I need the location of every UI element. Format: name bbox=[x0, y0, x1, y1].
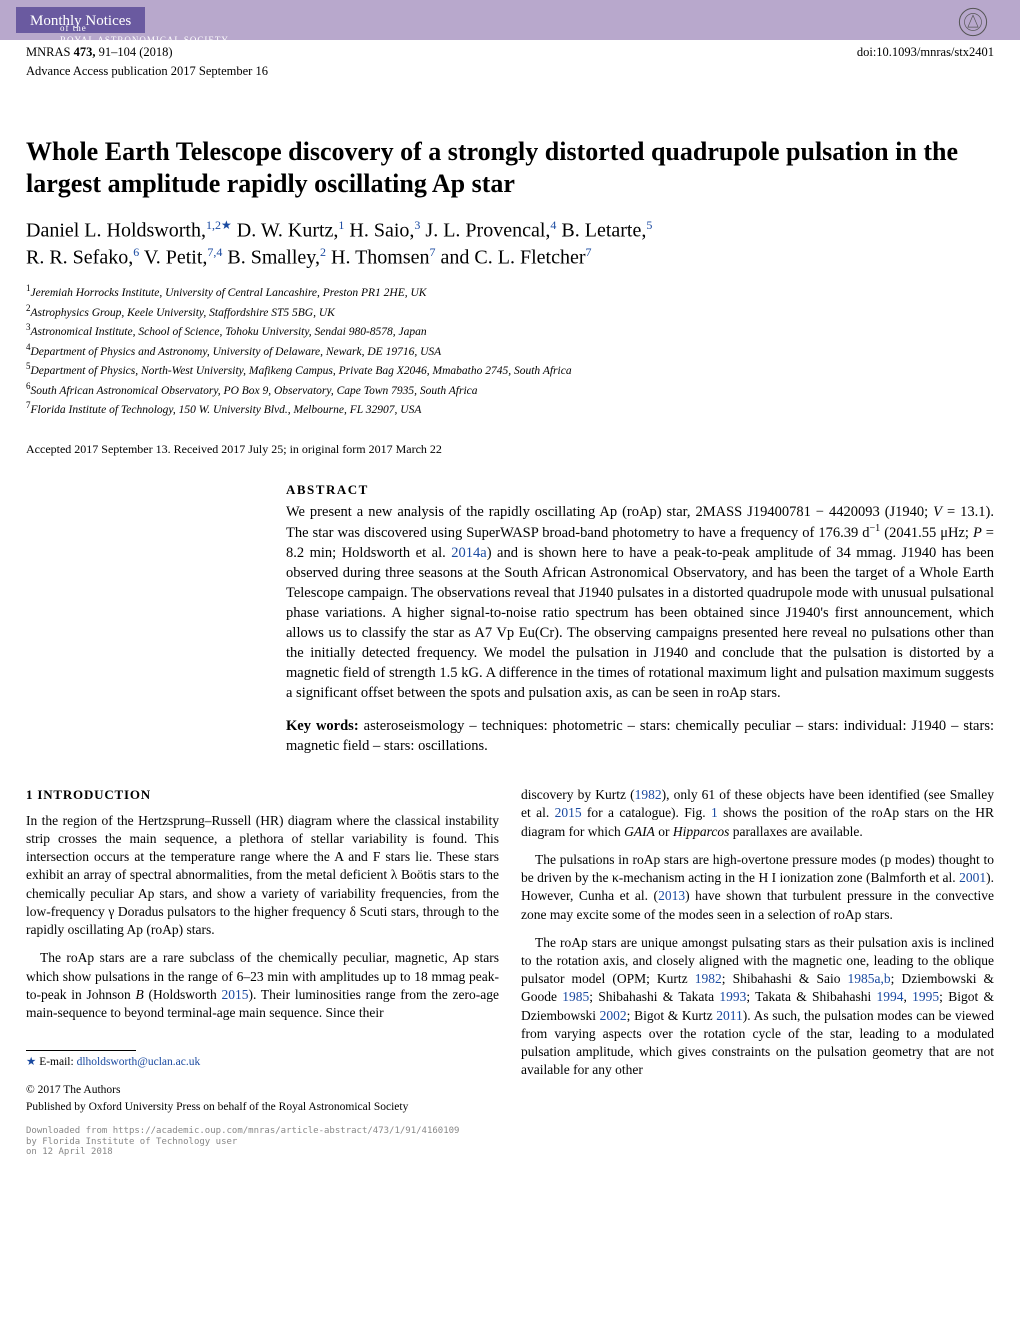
affiliation: Florida Institute of Technology, 150 W. … bbox=[31, 404, 422, 416]
affiliation: Astrophysics Group, Keele University, St… bbox=[31, 306, 335, 318]
email-link[interactable]: dlholdsworth@uclan.ac.uk bbox=[77, 1056, 201, 1068]
abstract-block: ABSTRACT We present a new analysis of th… bbox=[286, 481, 994, 757]
author: B. Letarte, bbox=[556, 219, 646, 241]
keywords-text: asteroseismology – techniques: photometr… bbox=[286, 718, 994, 754]
abstract-heading: ABSTRACT bbox=[286, 481, 994, 499]
dates-line: Accepted 2017 September 13. Received 201… bbox=[26, 441, 994, 457]
watermark-line: on 12 April 2018 bbox=[26, 1147, 113, 1157]
citation[interactable]: 1993 bbox=[719, 989, 746, 1004]
author: Daniel L. Holdsworth, bbox=[26, 219, 206, 241]
affil-ref: 7,4 bbox=[207, 245, 222, 259]
copyright: © 2017 The Authors bbox=[26, 1083, 499, 1099]
affiliations: 1Jeremiah Horrocks Institute, University… bbox=[26, 282, 994, 419]
author: and C. L. Fletcher bbox=[436, 247, 586, 269]
right-column: discovery by Kurtz (1982), only 61 of th… bbox=[521, 786, 994, 1116]
affil-ref: 5 bbox=[646, 218, 652, 232]
affil-ref: 1,2★ bbox=[206, 218, 232, 232]
watermark-line: by Florida Institute of Technology user bbox=[26, 1137, 237, 1147]
star-icon: ★ bbox=[26, 1056, 36, 1068]
affiliation: Department of Physics, North-West Univer… bbox=[31, 365, 572, 377]
advance-access: Advance Access publication 2017 Septembe… bbox=[0, 63, 1020, 90]
keywords-label: Key words: bbox=[286, 718, 359, 734]
doi: doi:10.1093/mnras/stx2401 bbox=[857, 44, 994, 61]
affiliation: Jeremiah Horrocks Institute, University … bbox=[31, 287, 427, 299]
citation[interactable]: 2015 bbox=[555, 805, 582, 820]
ras-seal-icon bbox=[956, 5, 990, 39]
abstract-text: We present a new analysis of the rapidly… bbox=[286, 502, 994, 703]
author: B. Smalley, bbox=[222, 247, 320, 269]
citation[interactable]: 1985 bbox=[562, 989, 589, 1004]
author: H. Thomsen bbox=[326, 247, 430, 269]
journal-banner: Monthly Notices of the ROYAL ASTRONOMICA… bbox=[0, 0, 1020, 40]
paragraph: The pulsations in roAp stars are high-ov… bbox=[521, 851, 994, 924]
citation[interactable]: 2002 bbox=[600, 1008, 627, 1023]
citation[interactable]: 2015 bbox=[221, 987, 248, 1002]
article-title: Whole Earth Telescope discovery of a str… bbox=[26, 136, 994, 201]
journal-reference: MNRAS 473, 91–104 (2018) bbox=[26, 44, 173, 61]
keywords: Key words: asteroseismology – techniques… bbox=[286, 717, 994, 756]
affiliation: Astronomical Institute, School of Scienc… bbox=[31, 326, 427, 338]
article-content: Whole Earth Telescope discovery of a str… bbox=[0, 90, 1020, 1126]
section-heading: 1 INTRODUCTION bbox=[26, 786, 499, 804]
watermark-line: Downloaded from https://academic.oup.com… bbox=[26, 1126, 459, 1136]
citation[interactable]: 1982 bbox=[635, 787, 662, 802]
citation[interactable]: 2014a bbox=[451, 545, 486, 561]
paragraph: discovery by Kurtz (1982), only 61 of th… bbox=[521, 786, 994, 841]
author: D. W. Kurtz, bbox=[232, 219, 339, 241]
affiliation: South African Astronomical Observatory, … bbox=[31, 384, 478, 396]
download-watermark: Downloaded from https://academic.oup.com… bbox=[26, 1126, 1020, 1158]
citation[interactable]: 1994 bbox=[877, 989, 904, 1004]
citation[interactable]: 1982 bbox=[695, 971, 722, 986]
paragraph: The roAp stars are a rare subclass of th… bbox=[26, 949, 499, 1022]
citation[interactable]: 2013 bbox=[658, 888, 685, 903]
author: R. R. Sefako, bbox=[26, 247, 133, 269]
citation[interactable]: 2011 bbox=[716, 1008, 743, 1023]
fig-ref[interactable]: 1 bbox=[711, 805, 718, 820]
left-column: 1 INTRODUCTION In the region of the Hert… bbox=[26, 786, 499, 1116]
logo-subtitle: of the ROYAL ASTRONOMICAL SOCIETY bbox=[60, 22, 229, 46]
citation[interactable]: 1995 bbox=[912, 989, 939, 1004]
paragraph: In the region of the Hertzsprung–Russell… bbox=[26, 812, 499, 940]
author: H. Saio, bbox=[344, 219, 414, 241]
citation[interactable]: 1985a,b bbox=[848, 971, 891, 986]
citation[interactable]: 2001 bbox=[959, 870, 986, 885]
paragraph: The roAp stars are unique amongst pulsat… bbox=[521, 934, 994, 1080]
footnote-separator bbox=[26, 1050, 136, 1051]
author: V. Petit, bbox=[139, 247, 207, 269]
affiliation: Department of Physics and Astronomy, Uni… bbox=[31, 345, 442, 357]
author-list: Daniel L. Holdsworth,1,2★ D. W. Kurtz,1 … bbox=[26, 217, 994, 272]
author: J. L. Provencal, bbox=[420, 219, 550, 241]
publisher-line: Published by Oxford University Press on … bbox=[26, 1100, 499, 1116]
corresponding-footnote: ★ E-mail: dlholdsworth@uclan.ac.uk bbox=[26, 1055, 499, 1071]
body-columns: 1 INTRODUCTION In the region of the Hert… bbox=[26, 786, 994, 1116]
affil-ref: 7 bbox=[585, 245, 591, 259]
